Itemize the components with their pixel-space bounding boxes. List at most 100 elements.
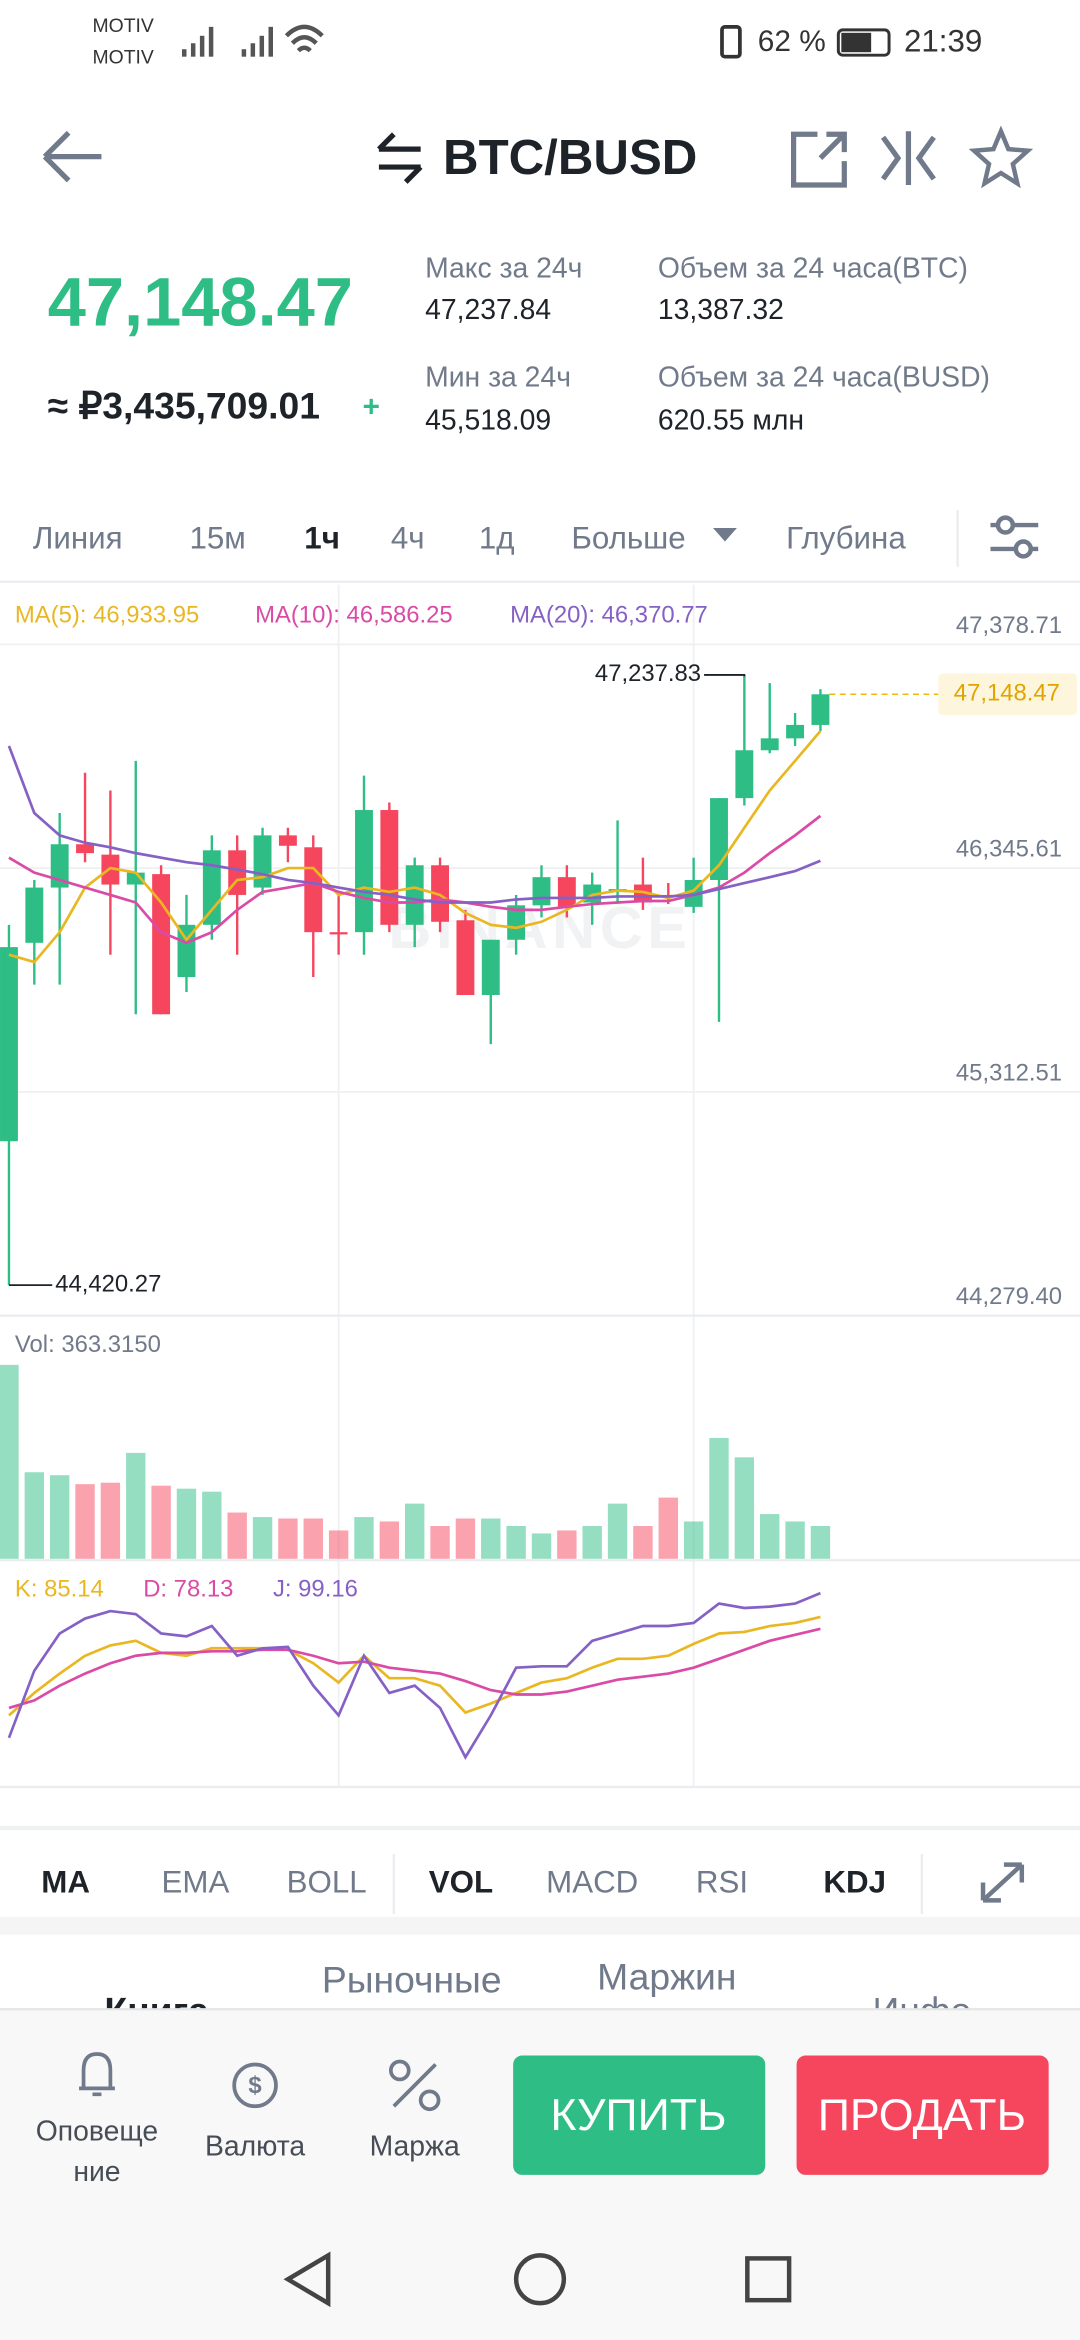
indicator-tab[interactable]: EMA: [161, 1864, 229, 1899]
compare-icon[interactable]: [880, 131, 936, 185]
fullscreen-icon[interactable]: [980, 1862, 1025, 1903]
candle-body: [0, 947, 18, 1142]
nav-label[interactable]: Валюта: [205, 2131, 305, 2163]
last-price-box: [938, 673, 1078, 716]
ma-line: [8, 730, 822, 964]
indicator-bar: MA EMA BOLL VOL MACD RSI KDJ: [41, 1854, 1025, 1914]
candle-body: [760, 738, 779, 751]
high-marker: [704, 674, 746, 677]
ma-line: [7, 745, 821, 904]
volume-bar: [100, 1482, 121, 1559]
ticker: 47,148.47 ≈ ₽3,435,709.01 + Макс за 24ч …: [48, 252, 990, 436]
carrier: MOTIV: [92, 15, 153, 37]
indicator-tab[interactable]: VOL: [429, 1864, 493, 1899]
system-nav: [283, 2251, 792, 2308]
indicator-tab[interactable]: MACD: [546, 1864, 638, 1899]
candle-body: [76, 844, 94, 854]
legend-item: MA(10): 46,586.25: [255, 601, 453, 628]
candle-body: [481, 939, 500, 995]
alert-icon[interactable]: [79, 2052, 115, 2097]
candle-body: [50, 844, 69, 888]
candle-body: [532, 877, 551, 906]
volume-bar: [582, 1526, 602, 1559]
legend-item: MA(5): 46,933.95: [15, 601, 199, 628]
stat-label: Объем за 24 часа(BUSD): [658, 361, 990, 393]
battery-level: 62 %: [758, 25, 826, 58]
tab[interactable]: Маржин: [597, 1955, 736, 1997]
candle-body: [405, 865, 424, 925]
dropdown-arrow[interactable]: [713, 528, 737, 542]
tab[interactable]: Рыночные: [322, 1958, 502, 2000]
fiat-price: ≈ ₽3,435,709.01: [48, 385, 320, 427]
candle-body: [380, 810, 399, 925]
candle-body: [278, 835, 297, 846]
y-tick-label: 45,312.51: [956, 1059, 1062, 1086]
indicator-tab[interactable]: BOLL: [287, 1864, 367, 1899]
sell-label[interactable]: ПРОДАТЬ: [818, 2090, 1026, 2140]
candle-body: [507, 905, 526, 940]
candle-body: [253, 835, 272, 888]
interval-tab[interactable]: 1д: [479, 520, 515, 555]
vibrate-icon: [720, 24, 742, 59]
volume-bar: [709, 1437, 729, 1559]
volume-bar: [278, 1518, 298, 1559]
settings-icon[interactable]: [990, 515, 1039, 559]
battery-icon: [836, 28, 891, 57]
clock: 21:39: [904, 24, 982, 59]
legend-item: MA(20): 46,370.77: [510, 601, 708, 628]
currency-icon[interactable]: [232, 2062, 278, 2109]
status-bar: MOTIV MOTIV 62 % 21:39: [92, 15, 982, 68]
volume-title: Vol: 363.3150: [15, 1331, 161, 1358]
favorite-icon[interactable]: [968, 125, 1034, 189]
sell-button[interactable]: [796, 2055, 1049, 2175]
pair-title[interactable]: BTC/BUSD: [443, 130, 697, 185]
volume-bar: [328, 1530, 349, 1559]
volume-bar: [49, 1475, 70, 1559]
interval-tab[interactable]: Больше: [571, 520, 685, 555]
volume-bar: [810, 1525, 831, 1559]
volume-bar: [658, 1497, 678, 1559]
nav-label[interactable]: ние: [73, 2156, 120, 2188]
interval-tab[interactable]: 15м: [189, 520, 245, 555]
wifi-icon: [284, 24, 324, 53]
stat-label: Мин за 24ч: [425, 361, 571, 393]
volume-bar: [176, 1488, 197, 1559]
share-icon[interactable]: [790, 131, 847, 188]
interval-tab[interactable]: 1ч: [304, 520, 340, 555]
signal-icon: [181, 26, 273, 57]
volume-bar: [506, 1526, 526, 1559]
volume-bar: [303, 1518, 323, 1559]
currency-icon-glyph: $: [248, 2072, 261, 2099]
buy-button[interactable]: [513, 2055, 766, 2175]
volume-bar: [379, 1521, 400, 1559]
interval-tab[interactable]: Глубина: [786, 520, 906, 555]
change-sign: +: [362, 391, 379, 424]
buy-label[interactable]: КУПИТЬ: [550, 2090, 726, 2140]
home-key[interactable]: [513, 2253, 567, 2306]
last-price-label: 47,148.47: [954, 680, 1060, 707]
indicator-tab[interactable]: RSI: [696, 1864, 748, 1899]
candle-body: [202, 850, 221, 925]
indicator-tab[interactable]: MA: [41, 1864, 90, 1899]
interval-bar: Линия 15м 1ч 4ч 1д Больше Глубина: [0, 510, 1080, 583]
nav-label[interactable]: Оповеще: [36, 2116, 158, 2148]
y-tick-label: 47,378.71: [956, 612, 1062, 639]
interval-tab[interactable]: 4ч: [391, 520, 425, 555]
volume-bar: [405, 1503, 425, 1559]
low-label: 44,420.27: [55, 1270, 161, 1297]
swap-icon[interactable]: [377, 132, 423, 184]
battery-fill: [841, 32, 872, 53]
x-tick-label: 8 12:00: [0, 1789, 80, 1816]
candle-body: [177, 924, 196, 978]
candle-body: [329, 932, 348, 935]
bottom-bar: Оповеще ние $ Валюта Маржа КУПИТЬ ПРОДАТ…: [0, 2008, 1080, 2340]
nav-label[interactable]: Маржа: [370, 2131, 460, 2163]
back-button[interactable]: [42, 130, 102, 183]
back-key[interactable]: [283, 2251, 331, 2308]
volume-bar: [683, 1521, 704, 1559]
recents-key[interactable]: [745, 2256, 792, 2303]
volume-bar: [760, 1514, 780, 1559]
indicator-tab[interactable]: KDJ: [823, 1864, 886, 1899]
margin-icon[interactable]: [392, 2063, 437, 2108]
interval-tab[interactable]: Линия: [33, 520, 123, 555]
